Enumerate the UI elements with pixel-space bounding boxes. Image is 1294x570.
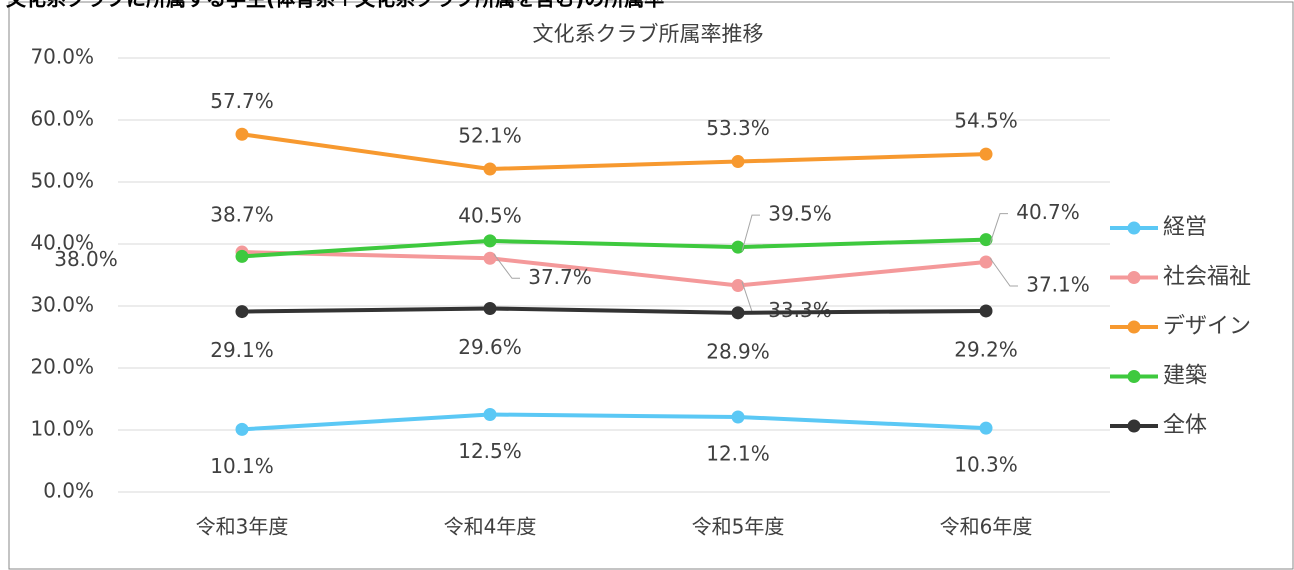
marker	[483, 251, 497, 265]
data-label: 40.5%	[458, 203, 522, 227]
y-tick-label: 50.0%	[30, 169, 94, 193]
marker	[731, 155, 745, 169]
chart-border	[8, 1, 1294, 570]
marker	[731, 279, 745, 293]
marker	[483, 234, 497, 248]
legend-label: デザイン	[1163, 314, 1251, 339]
data-label: 33.3%	[768, 298, 832, 322]
marker	[979, 147, 993, 161]
header: 文化系クラブに所属する学生(体育系＋文化系クラブ所属を含む)の所属率	[6, 0, 664, 11]
marker	[979, 233, 993, 247]
data-label: 37.7%	[528, 265, 592, 289]
data-label: 29.1%	[210, 338, 274, 362]
data-label: 10.3%	[954, 453, 1018, 477]
legend-marker	[1127, 370, 1141, 383]
x-tick-label: 令和3年度	[196, 515, 289, 539]
y-tick-label: 30.0%	[30, 293, 94, 317]
marker	[235, 305, 249, 319]
marker	[483, 301, 497, 315]
legend-marker	[1127, 271, 1141, 284]
data-label: 57.7%	[210, 89, 274, 113]
data-label: 37.1%	[1026, 272, 1090, 296]
data-label: 10.1%	[210, 454, 274, 478]
series-line	[241, 412, 987, 432]
data-label: 54.5%	[954, 109, 1018, 133]
data-label: 28.9%	[706, 339, 770, 363]
marker	[979, 255, 993, 269]
marker	[483, 162, 497, 176]
data-label: 38.0%	[54, 247, 118, 271]
data-label: 53.3%	[706, 116, 770, 140]
marker	[235, 249, 249, 263]
y-tick-label: 40.0%	[30, 231, 94, 255]
x-tick-label: 令和4年度	[444, 515, 537, 539]
chart-title: 文化系クラブ所属率推移	[533, 22, 764, 46]
data-label: 12.5%	[458, 439, 522, 463]
x-tick-label: 令和5年度	[692, 515, 785, 539]
legend-marker	[1127, 419, 1141, 433]
legend-label: 社会福祉	[1163, 265, 1251, 290]
data-label: 52.1%	[458, 123, 522, 147]
series-line	[241, 250, 987, 288]
legend-label: 建築	[1163, 364, 1207, 389]
data-label: 40.7%	[1016, 200, 1080, 224]
leader-line	[493, 253, 520, 279]
legend-label: 経営	[1163, 215, 1207, 240]
leader-line	[741, 214, 760, 252]
marker	[731, 306, 745, 320]
marker	[235, 422, 249, 436]
series-line	[241, 237, 987, 259]
data-label: 29.6%	[458, 335, 522, 359]
y-tick-label: 20.0%	[30, 355, 94, 379]
data-label: 38.7%	[210, 203, 274, 227]
series-line	[241, 306, 987, 315]
data-label: 12.1%	[706, 441, 770, 465]
data-label: 29.2%	[954, 337, 1018, 361]
marker	[979, 421, 993, 435]
y-tick-label: 70.0%	[30, 45, 94, 69]
y-tick-label: 10.0%	[30, 417, 94, 441]
y-tick-label: 0.0%	[43, 479, 94, 503]
legend-label: 全体	[1163, 413, 1207, 438]
y-tick-label: 60.0%	[30, 107, 94, 131]
series-line	[241, 132, 987, 171]
marker	[483, 408, 497, 421]
x-tick-label: 令和6年度	[940, 515, 1033, 539]
legend-marker	[1127, 320, 1141, 334]
marker	[979, 304, 993, 318]
leader-line	[989, 257, 1018, 287]
legend-marker	[1127, 221, 1141, 235]
marker	[731, 240, 745, 254]
data-label: 39.5%	[768, 202, 832, 226]
marker	[235, 127, 249, 141]
marker	[731, 410, 745, 424]
leader-line	[989, 213, 1008, 244]
